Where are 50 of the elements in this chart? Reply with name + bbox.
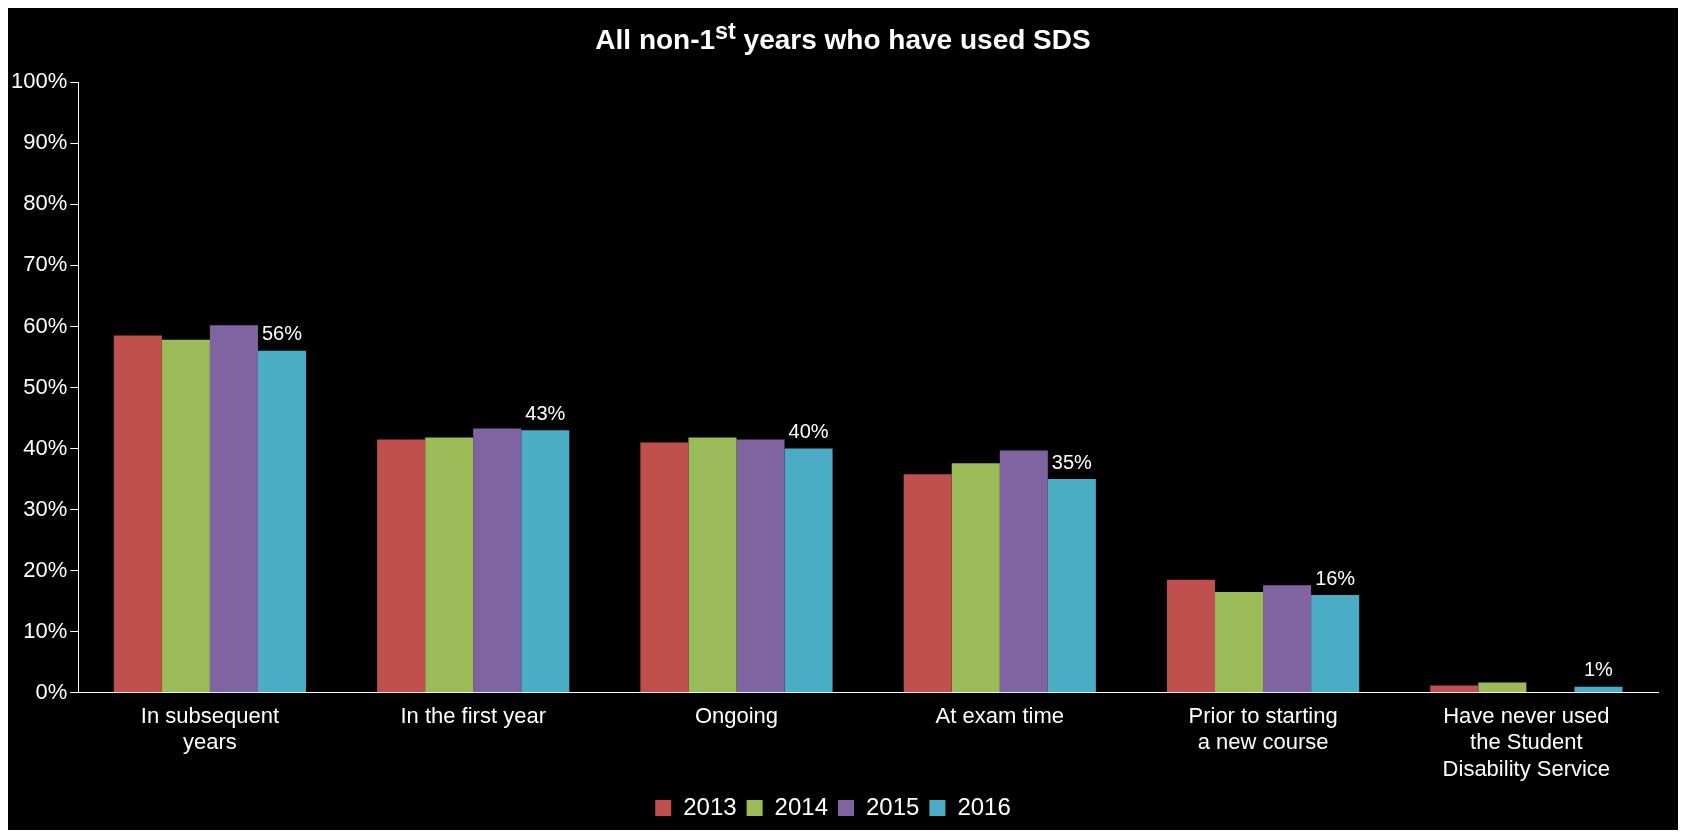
y-tick-label: 70% (23, 251, 68, 277)
x-tick-label: In the first year (400, 703, 546, 729)
legend-label: 2016 (957, 792, 1011, 820)
y-tick-label: 50% (23, 373, 68, 399)
bar (1215, 592, 1264, 693)
bar (209, 325, 258, 693)
y-tick-label: 80% (23, 190, 68, 216)
bar (257, 350, 307, 693)
y-tick-label: 0% (35, 678, 68, 704)
bar (1430, 685, 1479, 693)
bar (113, 335, 162, 693)
chart-title: All non-1$^{st}$ years who have used SDS (594, 17, 1092, 58)
data-label: 43% (525, 401, 566, 424)
y-tick-label: 100% (10, 68, 68, 94)
bar (1478, 682, 1527, 693)
data-label: 16% (1315, 566, 1356, 589)
bar (1166, 579, 1216, 693)
x-tick-label: Have never used the Student Disability Service (1442, 703, 1611, 781)
bar (1263, 585, 1312, 693)
y-tick-label: 40% (23, 434, 68, 460)
legend-label: 2013 (683, 792, 737, 820)
bar (1311, 595, 1360, 693)
bar (640, 442, 689, 693)
bar (521, 430, 570, 693)
data-label: 56% (261, 322, 303, 345)
bar (473, 428, 522, 693)
x-tick-label: At exam time (935, 703, 1064, 729)
bar (161, 339, 210, 693)
data-label: 35% (1051, 450, 1093, 473)
data-label: 1% (1583, 658, 1614, 681)
bar (377, 439, 426, 693)
bar (425, 437, 474, 693)
y-tick-label: 20% (23, 556, 68, 582)
bar (951, 463, 1000, 693)
x-tick-label: Ongoing (694, 703, 779, 729)
y-tick-label: 90% (23, 129, 68, 155)
y-tick-label: 10% (23, 617, 68, 643)
legend-label: 2014 (774, 792, 828, 820)
x-tick-label: Prior to starting a new course (1188, 703, 1338, 755)
bar (784, 448, 833, 693)
y-tick-label: 60% (23, 312, 68, 338)
data-label: 40% (788, 420, 829, 443)
legend-label: 2015 (866, 792, 920, 820)
bar (736, 439, 785, 693)
x-tick-label: In subsequent years (140, 703, 280, 755)
bar (688, 437, 737, 693)
bar (999, 450, 1048, 693)
bar (1047, 479, 1096, 693)
bar (903, 474, 952, 693)
y-tick-label: 30% (23, 495, 68, 521)
